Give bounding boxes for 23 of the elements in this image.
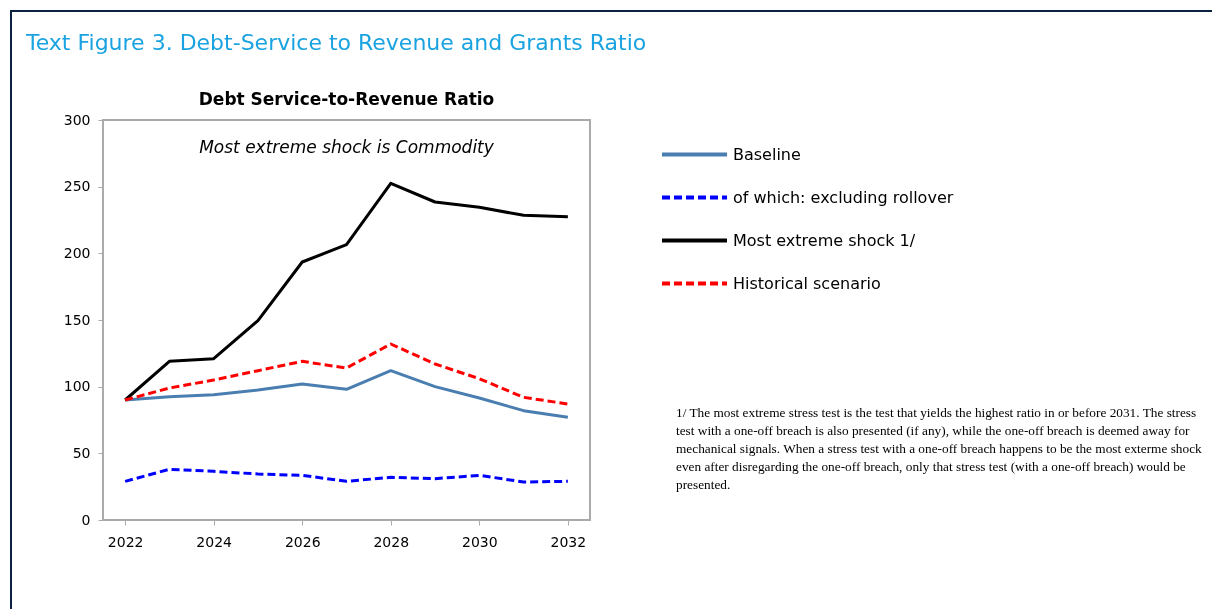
x-tick-label: 2024 <box>196 533 233 550</box>
legend-label: Baseline <box>733 144 801 164</box>
x-tick-label: 2022 <box>107 533 144 550</box>
y-tick-label: 0 <box>81 511 91 528</box>
legend-label: of which: excluding rollover <box>733 187 954 207</box>
line-series <box>123 342 570 406</box>
legend-label: Historical scenario <box>733 273 881 293</box>
y-tick-label: 100 <box>63 378 91 395</box>
y-tick-label: 300 <box>63 111 91 128</box>
y-tick-label: 200 <box>63 244 91 261</box>
y-tick-label: 250 <box>63 178 91 195</box>
text: 1/ The most extreme stress test is the test that yields the highest ratio in or before 2031. The stress test with a one-off breach is also presented (if any), while the one-off breach is deemed away for mechanical signals. When a stress test with a one-off breach happens to be the most exterme shock even after disregarding the one-off breach, only that stress test (with a one-off breach) would be presented. <box>676 404 1203 494</box>
x-tick-label: 2028 <box>373 533 410 550</box>
annotation: Most extreme shock is Commodity <box>199 137 495 157</box>
legend-label: Most extreme shock 1/ <box>733 230 916 250</box>
line-series <box>123 467 570 484</box>
x-tick-label: 2030 <box>462 533 498 550</box>
y-tick-label: 50 <box>72 444 91 461</box>
chart-subtitle: Debt Service-to-Revenue Ratio <box>198 89 495 109</box>
x-tick-label: 2026 <box>284 533 321 550</box>
chart-title: Text Figure 3. Debt-Service to Revenue and Grants Ratio <box>26 30 647 55</box>
x-tick-label: 2032 <box>550 533 587 550</box>
y-tick-label: 150 <box>63 311 91 328</box>
